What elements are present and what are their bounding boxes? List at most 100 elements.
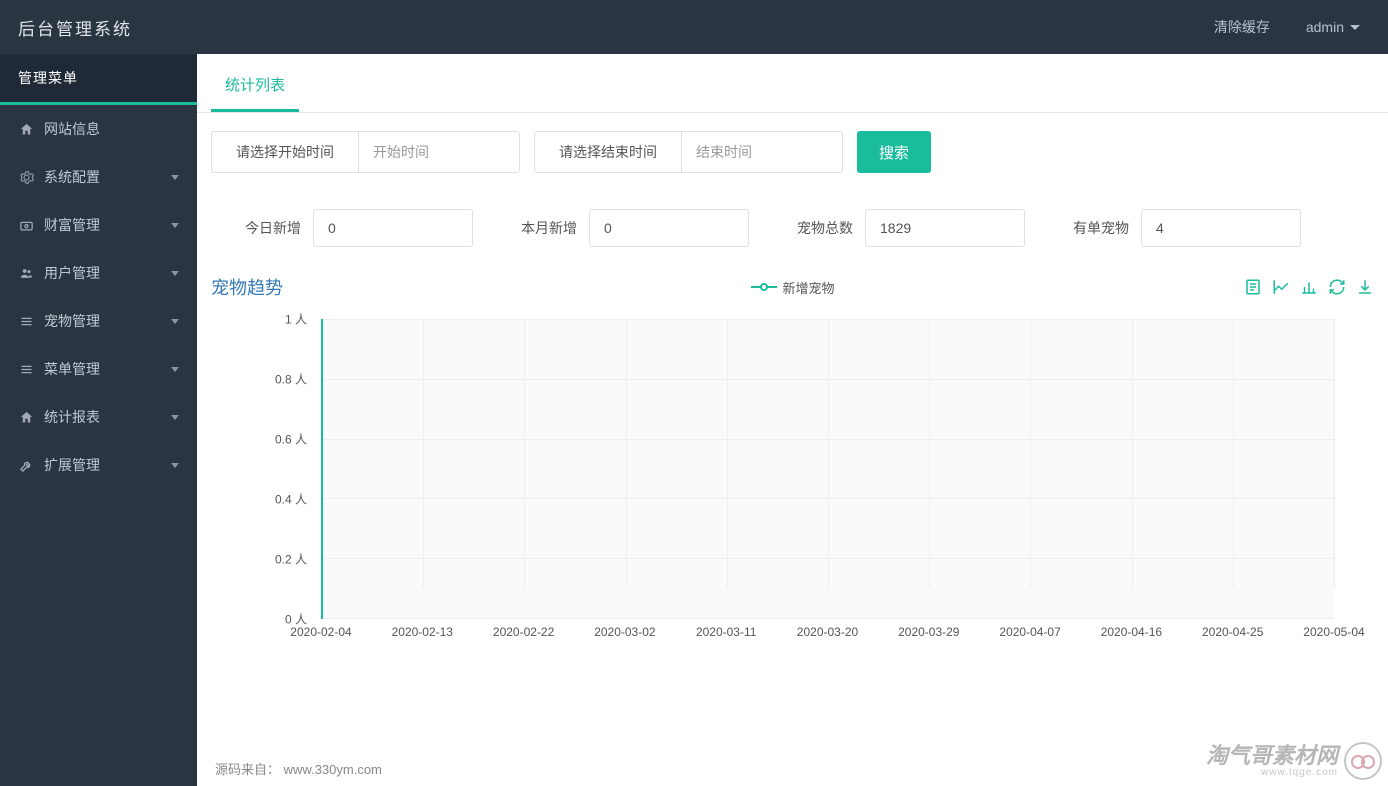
sidebar-item-label: 网站信息 (44, 119, 100, 139)
stat-value: 0 (589, 209, 749, 247)
sidebar-item-1[interactable]: 系统配置 (0, 153, 197, 201)
chart-legend[interactable]: 新增宠物 (750, 278, 834, 297)
data-view-icon[interactable] (1244, 278, 1262, 296)
x-tick: 2020-02-04 (290, 625, 351, 639)
tab-stats-list[interactable]: 统计列表 (211, 54, 299, 112)
sidebar-item-label: 宠物管理 (44, 311, 100, 331)
chevron-down-icon (171, 367, 179, 372)
download-icon[interactable] (1356, 278, 1374, 296)
sidebar-item-label: 扩展管理 (44, 455, 100, 475)
x-tick: 2020-04-07 (999, 625, 1060, 639)
gridline-h (322, 618, 1334, 619)
list-icon (18, 361, 34, 377)
sidebar-item-4[interactable]: 宠物管理 (0, 297, 197, 345)
chevron-down-icon (171, 175, 179, 180)
gridline-v (1233, 319, 1234, 588)
bar-chart-icon[interactable] (1300, 278, 1318, 296)
x-tick: 2020-03-29 (898, 625, 959, 639)
y-tick: 1 人 (285, 311, 307, 328)
sidebar-item-2[interactable]: 财富管理 (0, 201, 197, 249)
app-title: 后台管理系统 (18, 15, 132, 40)
y-tick: 0.8 人 (275, 371, 307, 388)
gridline-v (524, 319, 525, 588)
start-date-group: 请选择开始时间 (211, 131, 520, 173)
topbar-brand: 后台管理系统 (0, 0, 197, 54)
sidebar-item-6[interactable]: 统计报表 (0, 393, 197, 441)
sidebar-item-label: 系统配置 (44, 167, 100, 187)
stat-label: 本月新增 (521, 218, 577, 238)
x-tick: 2020-04-25 (1202, 625, 1263, 639)
end-date-input[interactable] (682, 132, 842, 172)
end-date-group: 请选择结束时间 (534, 131, 843, 173)
chevron-down-icon (171, 271, 179, 276)
watermark-face-icon (1344, 742, 1382, 780)
chart-header: 宠物趋势 新增宠物 (211, 271, 1374, 303)
y-tick: 0.2 人 (275, 551, 307, 568)
list-icon (18, 313, 34, 329)
user-menu[interactable]: admin (1306, 19, 1360, 35)
chart-toolbox (1244, 278, 1374, 296)
sidebar-item-7[interactable]: 扩展管理 (0, 441, 197, 489)
line-chart-icon[interactable] (1272, 278, 1290, 296)
topbar-right: 清除缓存 admin (1214, 17, 1360, 37)
money-icon (18, 217, 34, 233)
start-date-label: 请选择开始时间 (212, 132, 359, 172)
gridline-v (626, 319, 627, 588)
legend-label: 新增宠物 (782, 278, 834, 297)
footer-source-label: 源码来自： (215, 762, 280, 777)
stat-2: 宠物总数 1829 (797, 209, 1025, 247)
stat-0: 今日新增 0 (245, 209, 473, 247)
start-date-input[interactable] (359, 132, 519, 172)
stat-label: 宠物总数 (797, 218, 853, 238)
gridline-v (1132, 319, 1133, 588)
footer-source: www.330ym.com (284, 762, 382, 777)
stats-row: 今日新增 0 本月新增 0 宠物总数 1829 有单宠物4 (197, 191, 1388, 271)
home-icon (18, 121, 34, 137)
x-tick: 2020-05-04 (1303, 625, 1364, 639)
sidebar: 管理菜单 网站信息系统配置财富管理用户管理宠物管理菜单管理统计报表扩展管理 (0, 54, 197, 786)
gridline-v (1334, 319, 1335, 588)
main-content: 统计列表 请选择开始时间 请选择结束时间 搜索 今日新增 0 本月新增 0 宠物总数 18… (197, 54, 1388, 786)
chart-data-line (321, 319, 323, 619)
footer: 源码来自： www.330ym.com (197, 751, 400, 786)
tabbar: 统计列表 (197, 54, 1388, 113)
search-button[interactable]: 搜索 (857, 131, 931, 173)
legend-marker-icon (750, 283, 776, 291)
chevron-down-icon (171, 223, 179, 228)
users-icon (18, 265, 34, 281)
chevron-down-icon (171, 463, 179, 468)
x-tick: 2020-03-11 (696, 625, 757, 639)
clear-cache-link[interactable]: 清除缓存 (1214, 17, 1270, 37)
sidebar-item-5[interactable]: 菜单管理 (0, 345, 197, 393)
chevron-down-icon (171, 415, 179, 420)
gridline-v (929, 319, 930, 588)
sidebar-item-label: 统计报表 (44, 407, 100, 427)
topbar: 后台管理系统 清除缓存 admin (0, 0, 1388, 54)
chevron-down-icon (171, 319, 179, 324)
stat-value: 1829 (865, 209, 1025, 247)
stat-label: 今日新增 (245, 218, 301, 238)
x-tick: 2020-03-02 (594, 625, 655, 639)
sidebar-item-label: 菜单管理 (44, 359, 100, 379)
refresh-icon[interactable] (1328, 278, 1346, 296)
gridline-v (828, 319, 829, 588)
chart-section: 宠物趋势 新增宠物 0 人0.2 人0.4 人 (197, 271, 1388, 649)
x-tick: 2020-02-22 (493, 625, 554, 639)
sidebar-item-label: 财富管理 (44, 215, 100, 235)
x-tick: 2020-03-20 (797, 625, 858, 639)
end-date-label: 请选择结束时间 (535, 132, 682, 172)
chart-plot-area: 0 人0.2 人0.4 人0.6 人0.8 人1 人 2020-02-04202… (321, 319, 1334, 649)
gridline-v (423, 319, 424, 588)
x-tick: 2020-04-16 (1101, 625, 1162, 639)
x-tick: 2020-02-13 (392, 625, 453, 639)
sidebar-item-3[interactable]: 用户管理 (0, 249, 197, 297)
stat-value: 0 (313, 209, 473, 247)
sidebar-item-0[interactable]: 网站信息 (0, 105, 197, 153)
gridline-v (1030, 319, 1031, 588)
stat-1: 本月新增 0 (521, 209, 749, 247)
stat-3: 有单宠物4 (1073, 209, 1301, 247)
sidebar-item-label: 用户管理 (44, 263, 100, 283)
stat-label: 有单宠物 (1073, 218, 1129, 238)
filter-bar: 请选择开始时间 请选择结束时间 搜索 (197, 113, 1388, 191)
gear-icon (18, 169, 34, 185)
